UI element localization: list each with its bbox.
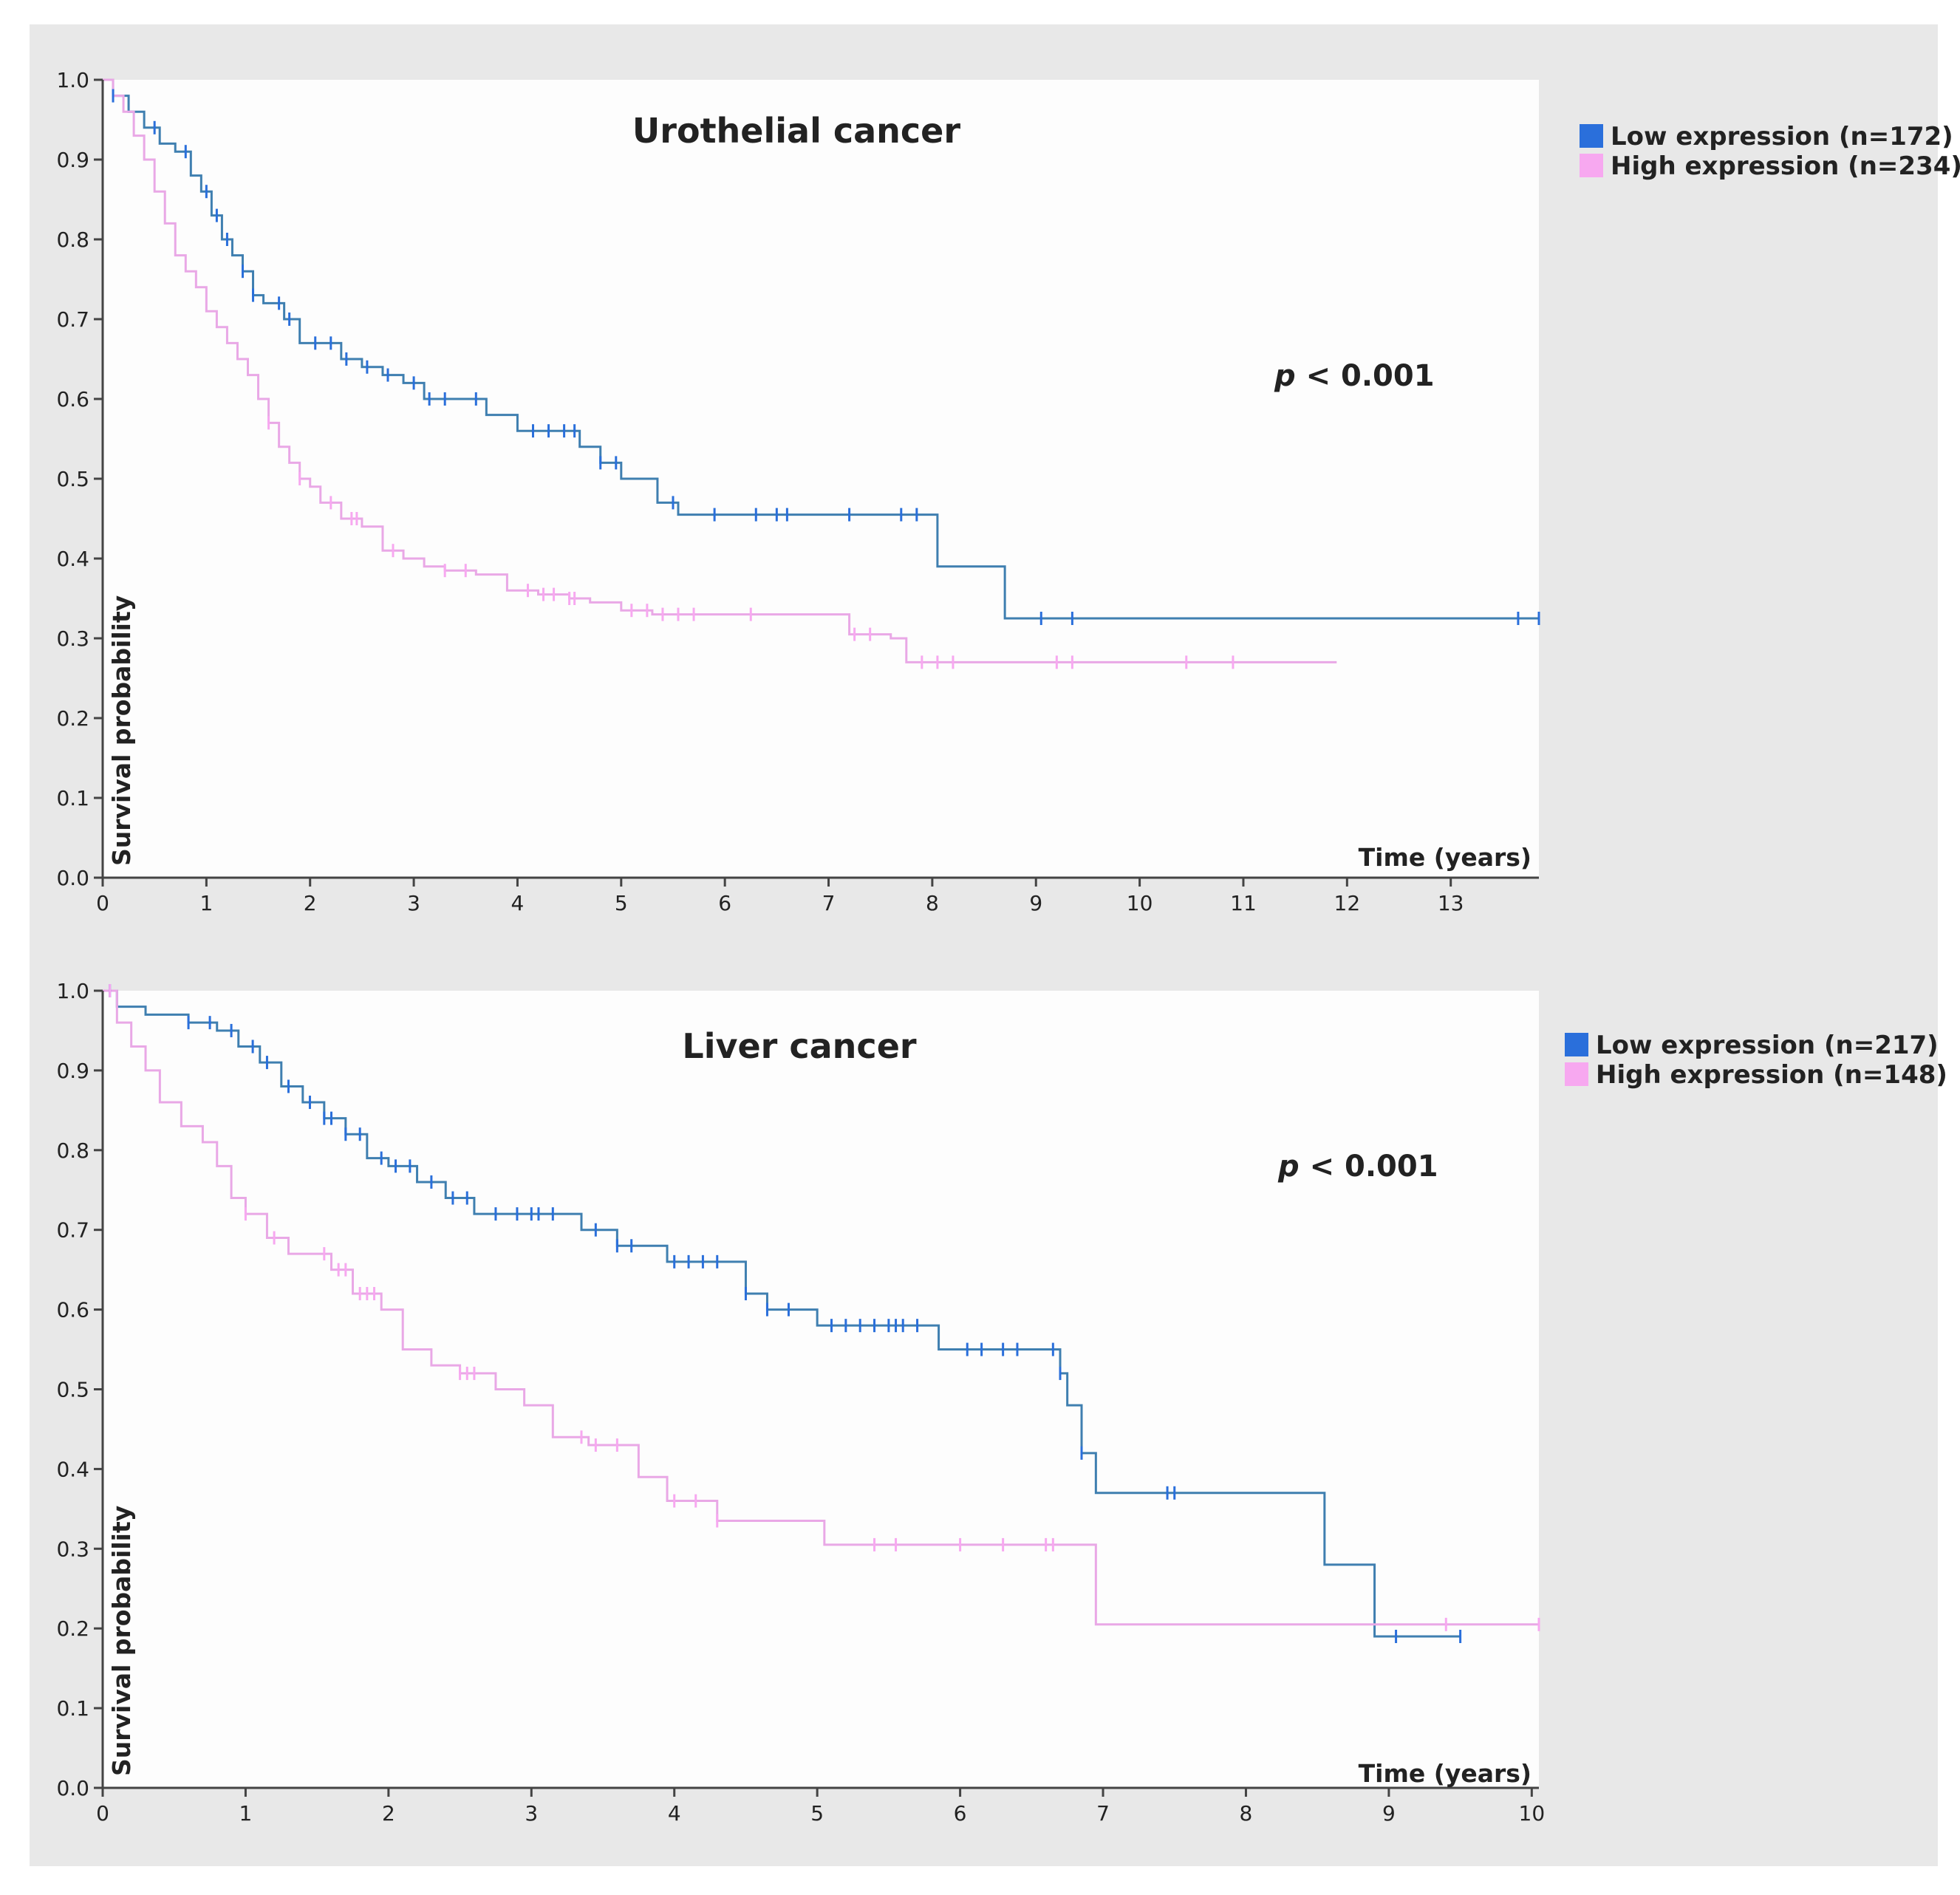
x-tick-label-urothelial: 10 xyxy=(1127,891,1153,915)
plot-area-liver xyxy=(103,991,1539,1788)
x-tick-label-liver: 1 xyxy=(239,1801,253,1826)
y-tick-label-liver: 0.7 xyxy=(56,1218,89,1243)
y-tick-label-urothelial: 0.5 xyxy=(56,467,89,491)
y-tick-label-liver: 0.1 xyxy=(56,1696,89,1721)
x-ticks-liver: 0 1 2 3 4 5 6 7 8 9 10 xyxy=(96,1788,1545,1826)
km-line-low-liver xyxy=(103,989,1461,1638)
x-tick-label-liver: 9 xyxy=(1382,1801,1396,1826)
x-tick-label-urothelial: 5 xyxy=(615,891,628,915)
p-value-liver: p < 0.001 xyxy=(1277,1150,1438,1184)
x-tick-label-urothelial: 12 xyxy=(1334,891,1361,915)
legend-label-low-liver: Low expression (n=217) xyxy=(1596,1031,1939,1060)
y-axis-label-liver: Survival probability xyxy=(107,1506,136,1776)
x-tick-label-urothelial: 3 xyxy=(407,891,420,915)
y-ticks-liver: 0.0 0.1 0.2 0.3 0.4 0.5 0.6 0.7 0.8 0.9 1.0 xyxy=(56,979,103,1800)
y-tick-label-urothelial: 0.8 xyxy=(56,228,89,252)
legend-liver: Low expression (n=217) High expression (… xyxy=(1565,1031,1947,1090)
legend-swatch-high-liver xyxy=(1565,1062,1588,1086)
y-tick-label-liver: 1.0 xyxy=(56,979,89,1003)
y-tick-label-urothelial: 0.1 xyxy=(56,786,89,810)
x-tick-label-urothelial: 4 xyxy=(511,891,525,915)
x-tick-label-urothelial: 11 xyxy=(1230,891,1257,915)
km-line-low-urothelial xyxy=(103,78,1539,620)
y-tick-label-urothelial: 0.0 xyxy=(56,866,89,890)
y-tick-label-liver: 0.4 xyxy=(56,1457,89,1481)
legend-label-high-urothelial: High expression (n=234) xyxy=(1611,151,1960,181)
x-axis-label-liver: Time (years) xyxy=(1359,1759,1532,1788)
x-tick-label-liver: 2 xyxy=(382,1801,395,1826)
x-tick-label-urothelial: 8 xyxy=(926,891,939,915)
km-line-high-liver xyxy=(103,989,1539,1626)
x-tick-label-urothelial: 2 xyxy=(304,891,317,915)
km-curves-liver xyxy=(103,989,1539,1638)
legend-swatch-low-liver xyxy=(1565,1033,1588,1056)
y-tick-label-urothelial: 0.3 xyxy=(56,626,89,651)
y-axis-label-urothelial: Survival probability xyxy=(107,595,136,866)
x-tick-label-liver: 3 xyxy=(525,1801,538,1826)
x-tick-label-urothelial: 7 xyxy=(822,891,836,915)
legend-urothelial: Low expression (n=172) High expression (… xyxy=(1580,122,1960,181)
censor-marks-liver xyxy=(109,984,1540,1643)
x-ticks-urothelial: 0 1 2 3 4 5 6 7 8 9 10 11 12 13 xyxy=(96,878,1464,915)
y-tick-label-urothelial: 0.7 xyxy=(56,307,89,332)
censor-marks-urothelial xyxy=(112,89,1540,669)
x-axis-label-urothelial: Time (years) xyxy=(1359,843,1532,872)
km-line-high-urothelial xyxy=(103,78,1337,663)
legend-label-high-liver: High expression (n=148) xyxy=(1596,1060,1947,1090)
legend-swatch-low-urothelial xyxy=(1580,124,1603,148)
legend-label-low-urothelial: Low expression (n=172) xyxy=(1611,122,1953,151)
p-value-text-urothelial: < 0.001 xyxy=(1296,359,1435,393)
y-tick-label-urothelial: 1.0 xyxy=(56,68,89,92)
legend-swatch-high-urothelial xyxy=(1580,154,1603,177)
y-tick-label-liver: 0.8 xyxy=(56,1138,89,1163)
p-value-urothelial: p < 0.001 xyxy=(1274,359,1435,393)
y-tick-label-liver: 0.2 xyxy=(56,1616,89,1641)
y-tick-label-urothelial: 0.4 xyxy=(56,547,89,571)
p-value-text-liver: < 0.001 xyxy=(1300,1150,1438,1184)
x-tick-label-urothelial: 13 xyxy=(1438,891,1464,915)
p-value-symbol-urothelial: p xyxy=(1274,359,1296,393)
chart-title-liver: Liver cancer xyxy=(682,1026,916,1066)
x-tick-label-urothelial: 9 xyxy=(1029,891,1042,915)
plot-area-urothelial xyxy=(103,80,1539,878)
panel-liver: 0.0 0.1 0.2 0.3 0.4 0.5 0.6 0.7 0.8 0.9 1.0 0 1 2 3 4 5… xyxy=(56,979,1947,1826)
x-tick-label-urothelial: 0 xyxy=(96,891,109,915)
y-tick-label-liver: 0.3 xyxy=(56,1537,89,1561)
km-curves-urothelial xyxy=(103,78,1539,663)
y-tick-label-liver: 0.6 xyxy=(56,1298,89,1322)
x-tick-label-liver: 0 xyxy=(96,1801,109,1826)
y-tick-label-urothelial: 0.9 xyxy=(56,148,89,172)
y-tick-label-liver: 0.9 xyxy=(56,1059,89,1083)
chart-title-urothelial: Urothelial cancer xyxy=(632,111,960,151)
y-tick-label-urothelial: 0.2 xyxy=(56,706,89,731)
y-ticks-urothelial: 0.0 0.1 0.2 0.3 0.4 0.5 0.6 0.7 0.8 0.9 1.0 xyxy=(56,68,103,890)
y-tick-label-urothelial: 0.6 xyxy=(56,387,89,412)
x-tick-label-liver: 4 xyxy=(668,1801,681,1826)
y-tick-label-liver: 0.0 xyxy=(56,1776,89,1800)
x-tick-label-liver: 10 xyxy=(1519,1801,1546,1826)
x-tick-label-urothelial: 6 xyxy=(718,891,731,915)
x-tick-label-liver: 5 xyxy=(810,1801,824,1826)
x-tick-label-liver: 6 xyxy=(954,1801,967,1826)
x-tick-label-liver: 7 xyxy=(1096,1801,1110,1826)
x-tick-label-liver: 8 xyxy=(1240,1801,1253,1826)
p-value-symbol-liver: p xyxy=(1277,1150,1300,1184)
y-tick-label-liver: 0.5 xyxy=(56,1378,89,1402)
x-tick-label-urothelial: 1 xyxy=(199,891,213,915)
